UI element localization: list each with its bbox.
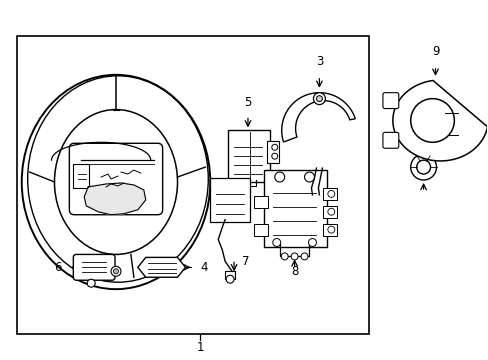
Circle shape [308, 239, 316, 247]
Circle shape [290, 253, 298, 260]
Circle shape [274, 172, 284, 182]
Circle shape [301, 253, 307, 260]
Text: 4: 4 [200, 261, 207, 274]
Text: 3: 3 [315, 55, 323, 68]
Text: 2: 2 [419, 164, 427, 177]
FancyBboxPatch shape [73, 255, 115, 280]
Polygon shape [281, 93, 355, 142]
Circle shape [327, 226, 334, 233]
Circle shape [327, 190, 334, 197]
FancyBboxPatch shape [69, 143, 163, 215]
Circle shape [225, 275, 234, 283]
Circle shape [272, 239, 280, 247]
Polygon shape [392, 81, 487, 161]
FancyBboxPatch shape [228, 130, 269, 182]
Circle shape [87, 279, 95, 287]
FancyBboxPatch shape [266, 141, 278, 163]
FancyBboxPatch shape [210, 178, 249, 222]
Circle shape [111, 266, 121, 276]
Circle shape [313, 93, 325, 105]
FancyBboxPatch shape [382, 132, 398, 148]
Text: 7: 7 [242, 255, 249, 268]
Text: 9: 9 [431, 45, 438, 58]
Circle shape [113, 269, 118, 274]
Text: 6: 6 [54, 261, 61, 274]
FancyBboxPatch shape [323, 188, 337, 200]
Circle shape [281, 253, 287, 260]
FancyBboxPatch shape [253, 196, 267, 208]
Polygon shape [84, 183, 145, 215]
Circle shape [327, 208, 334, 215]
FancyBboxPatch shape [323, 206, 337, 218]
FancyBboxPatch shape [253, 224, 267, 235]
Ellipse shape [21, 75, 210, 289]
Circle shape [271, 153, 277, 159]
Ellipse shape [54, 109, 177, 255]
FancyBboxPatch shape [382, 93, 398, 109]
FancyBboxPatch shape [323, 224, 337, 235]
Circle shape [271, 144, 277, 150]
Bar [17, 36, 368, 334]
Circle shape [316, 96, 322, 102]
Text: 5: 5 [244, 95, 251, 109]
Text: 1: 1 [196, 341, 203, 354]
Circle shape [304, 172, 314, 182]
Circle shape [410, 154, 436, 180]
Circle shape [410, 99, 453, 142]
Polygon shape [138, 257, 185, 277]
Text: 8: 8 [290, 265, 298, 278]
FancyBboxPatch shape [73, 164, 89, 188]
Circle shape [416, 160, 429, 174]
FancyBboxPatch shape [264, 170, 326, 247]
